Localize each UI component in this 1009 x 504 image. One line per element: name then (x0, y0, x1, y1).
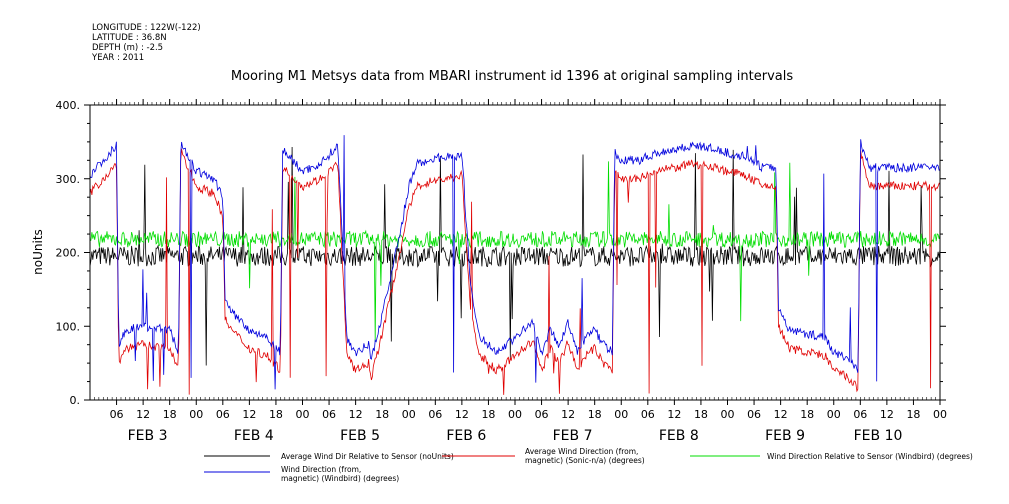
x-tick-label: 00 (614, 408, 628, 421)
x-tick-label: 18 (163, 408, 177, 421)
x-tick-label: 12 (561, 408, 575, 421)
x-tick-label: 06 (853, 408, 867, 421)
x-tick-label: 18 (481, 408, 495, 421)
x-tick-label: 18 (906, 408, 920, 421)
meta-latitude: LATITUDE : 36.8N (92, 33, 167, 43)
x-tick-label: 06 (110, 408, 124, 421)
y-tick-label: 400. (56, 99, 81, 112)
x-tick-label: 12 (349, 408, 363, 421)
x-tick-label: 18 (800, 408, 814, 421)
meta-year: YEAR : 2011 (91, 53, 144, 63)
x-tick-label: 12 (667, 408, 681, 421)
x-day-label: FEB 3 (128, 428, 168, 444)
x-tick-label: 06 (322, 408, 336, 421)
x-tick-label: 00 (402, 408, 416, 421)
x-tick-label: 06 (747, 408, 761, 421)
x-tick-label: 18 (375, 408, 389, 421)
y-tick-label: 100. (56, 320, 81, 333)
y-tick-label: 0. (70, 394, 81, 407)
x-tick-label: 18 (588, 408, 602, 421)
x-tick-label: 06 (428, 408, 442, 421)
x-tick-label: 18 (694, 408, 708, 421)
legend-label-4: magnetic) (Windbird) (degrees) (281, 474, 399, 483)
x-tick-label: 06 (535, 408, 549, 421)
x-day-label: FEB 4 (234, 428, 274, 444)
series-line-1 (89, 146, 941, 366)
x-tick-label: 00 (189, 408, 203, 421)
legend-label-3: Wind Direction Relative to Sensor (Windb… (767, 452, 973, 461)
chart-title: Mooring M1 Metsys data from MBARI instru… (231, 69, 793, 84)
y-tick-label: 200. (56, 247, 81, 260)
metadata-block: LONGITUDE : 122W(-122) LATITUDE : 36.8N … (91, 23, 201, 63)
x-day-label: FEB 5 (340, 428, 380, 444)
x-tick-label: 12 (880, 408, 894, 421)
x-tick-label: 12 (136, 408, 150, 421)
x-day-label: FEB 7 (553, 428, 593, 444)
axes-layer: 0. 100. 200. 300. 400. 06 12 18 00 06 12 18 00 06 12 18… (56, 99, 947, 444)
x-tick-label: 12 (242, 408, 256, 421)
series-line-2 (89, 148, 941, 395)
series-line-4 (89, 135, 940, 390)
series-layer (89, 135, 941, 395)
x-tick-label: 00 (296, 408, 310, 421)
legend-label-2: Average Wind Direction (from, (525, 447, 638, 456)
x-day-label: FEB 6 (446, 428, 486, 444)
x-day-label: FEB 10 (854, 428, 903, 444)
x-day-label: FEB 9 (765, 428, 805, 444)
legend-label-2: magnetic) (Sonic-n/a) (degrees) (525, 456, 645, 465)
x-day-label: FEB 8 (659, 428, 699, 444)
legend-label-4: Wind Direction (from, (281, 465, 361, 474)
x-tick-label: 18 (269, 408, 283, 421)
legend: Average Wind Dir Relative to Sensor (noU… (204, 447, 973, 483)
x-tick-label: 06 (641, 408, 655, 421)
meta-longitude: LONGITUDE : 122W(-122) (92, 23, 201, 33)
x-tick-label: 00 (827, 408, 841, 421)
series-line-3 (89, 161, 941, 343)
x-tick-label: 00 (721, 408, 735, 421)
x-tick-label: 00 (508, 408, 522, 421)
x-tick-label: 06 (216, 408, 230, 421)
x-tick-label: 00 (933, 408, 947, 421)
y-axis-label: noUnits (31, 229, 45, 275)
x-tick-label: 12 (455, 408, 469, 421)
y-tick-label: 300. (56, 173, 81, 186)
legend-label-1: Average Wind Dir Relative to Sensor (noU… (281, 452, 454, 461)
x-tick-label: 12 (774, 408, 788, 421)
meta-depth: DEPTH (m) : -2.5 (92, 43, 163, 53)
